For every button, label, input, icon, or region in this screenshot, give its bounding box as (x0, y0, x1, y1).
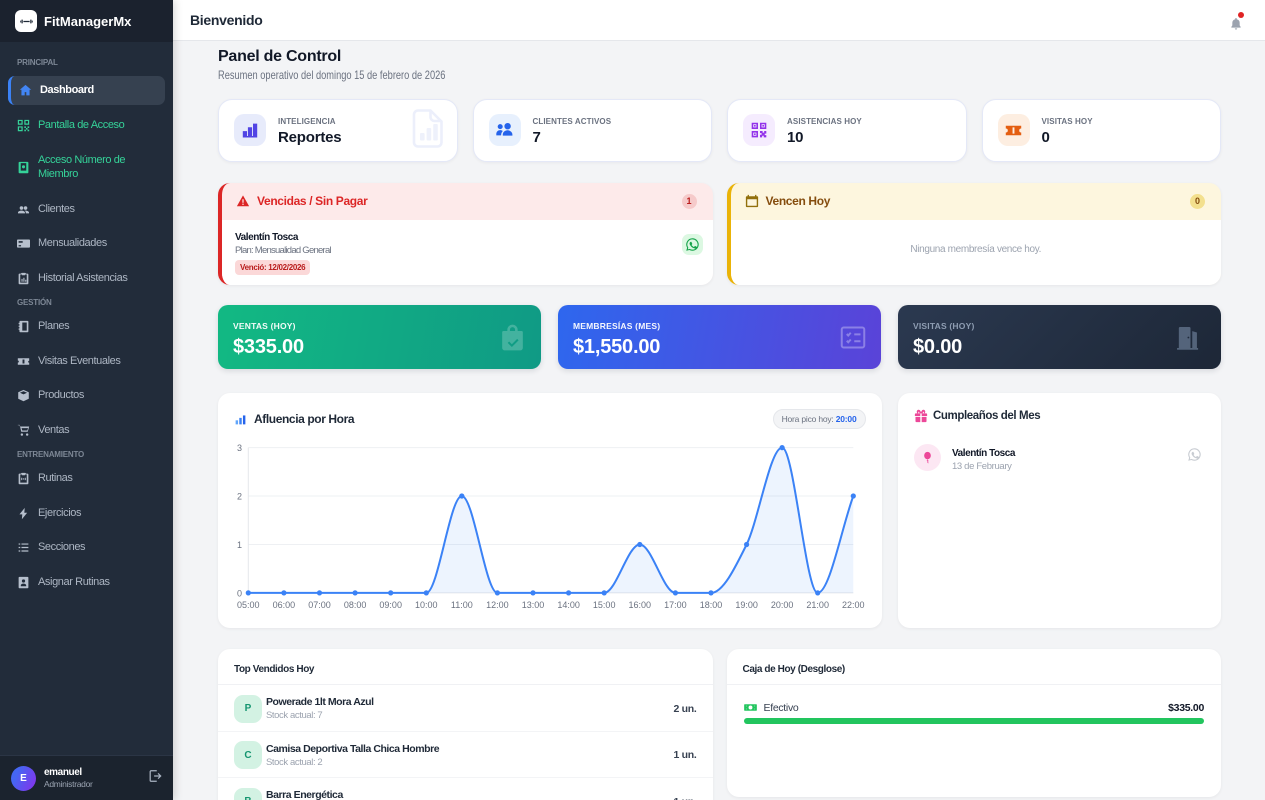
svg-text:2: 2 (237, 491, 242, 501)
svg-text:16:00: 16:00 (629, 600, 652, 610)
svg-text:09:00: 09:00 (379, 600, 402, 610)
svg-text:05:00: 05:00 (237, 600, 260, 610)
svg-text:14:00: 14:00 (557, 600, 580, 610)
svg-text:21:00: 21:00 (806, 600, 829, 610)
svg-text:15:00: 15:00 (593, 600, 616, 610)
svg-text:17:00: 17:00 (664, 600, 687, 610)
svg-text:13:00: 13:00 (522, 600, 545, 610)
svg-text:22:00: 22:00 (842, 600, 865, 610)
svg-text:20:00: 20:00 (771, 600, 794, 610)
svg-text:3: 3 (237, 443, 242, 453)
svg-text:10:00: 10:00 (415, 600, 438, 610)
svg-text:12:00: 12:00 (486, 600, 509, 610)
svg-text:06:00: 06:00 (273, 600, 296, 610)
svg-text:0: 0 (237, 588, 242, 598)
svg-text:1: 1 (237, 540, 242, 550)
svg-text:07:00: 07:00 (308, 600, 331, 610)
svg-text:11:00: 11:00 (451, 600, 473, 610)
svg-text:19:00: 19:00 (735, 600, 758, 610)
svg-text:08:00: 08:00 (344, 600, 367, 610)
svg-text:18:00: 18:00 (700, 600, 723, 610)
